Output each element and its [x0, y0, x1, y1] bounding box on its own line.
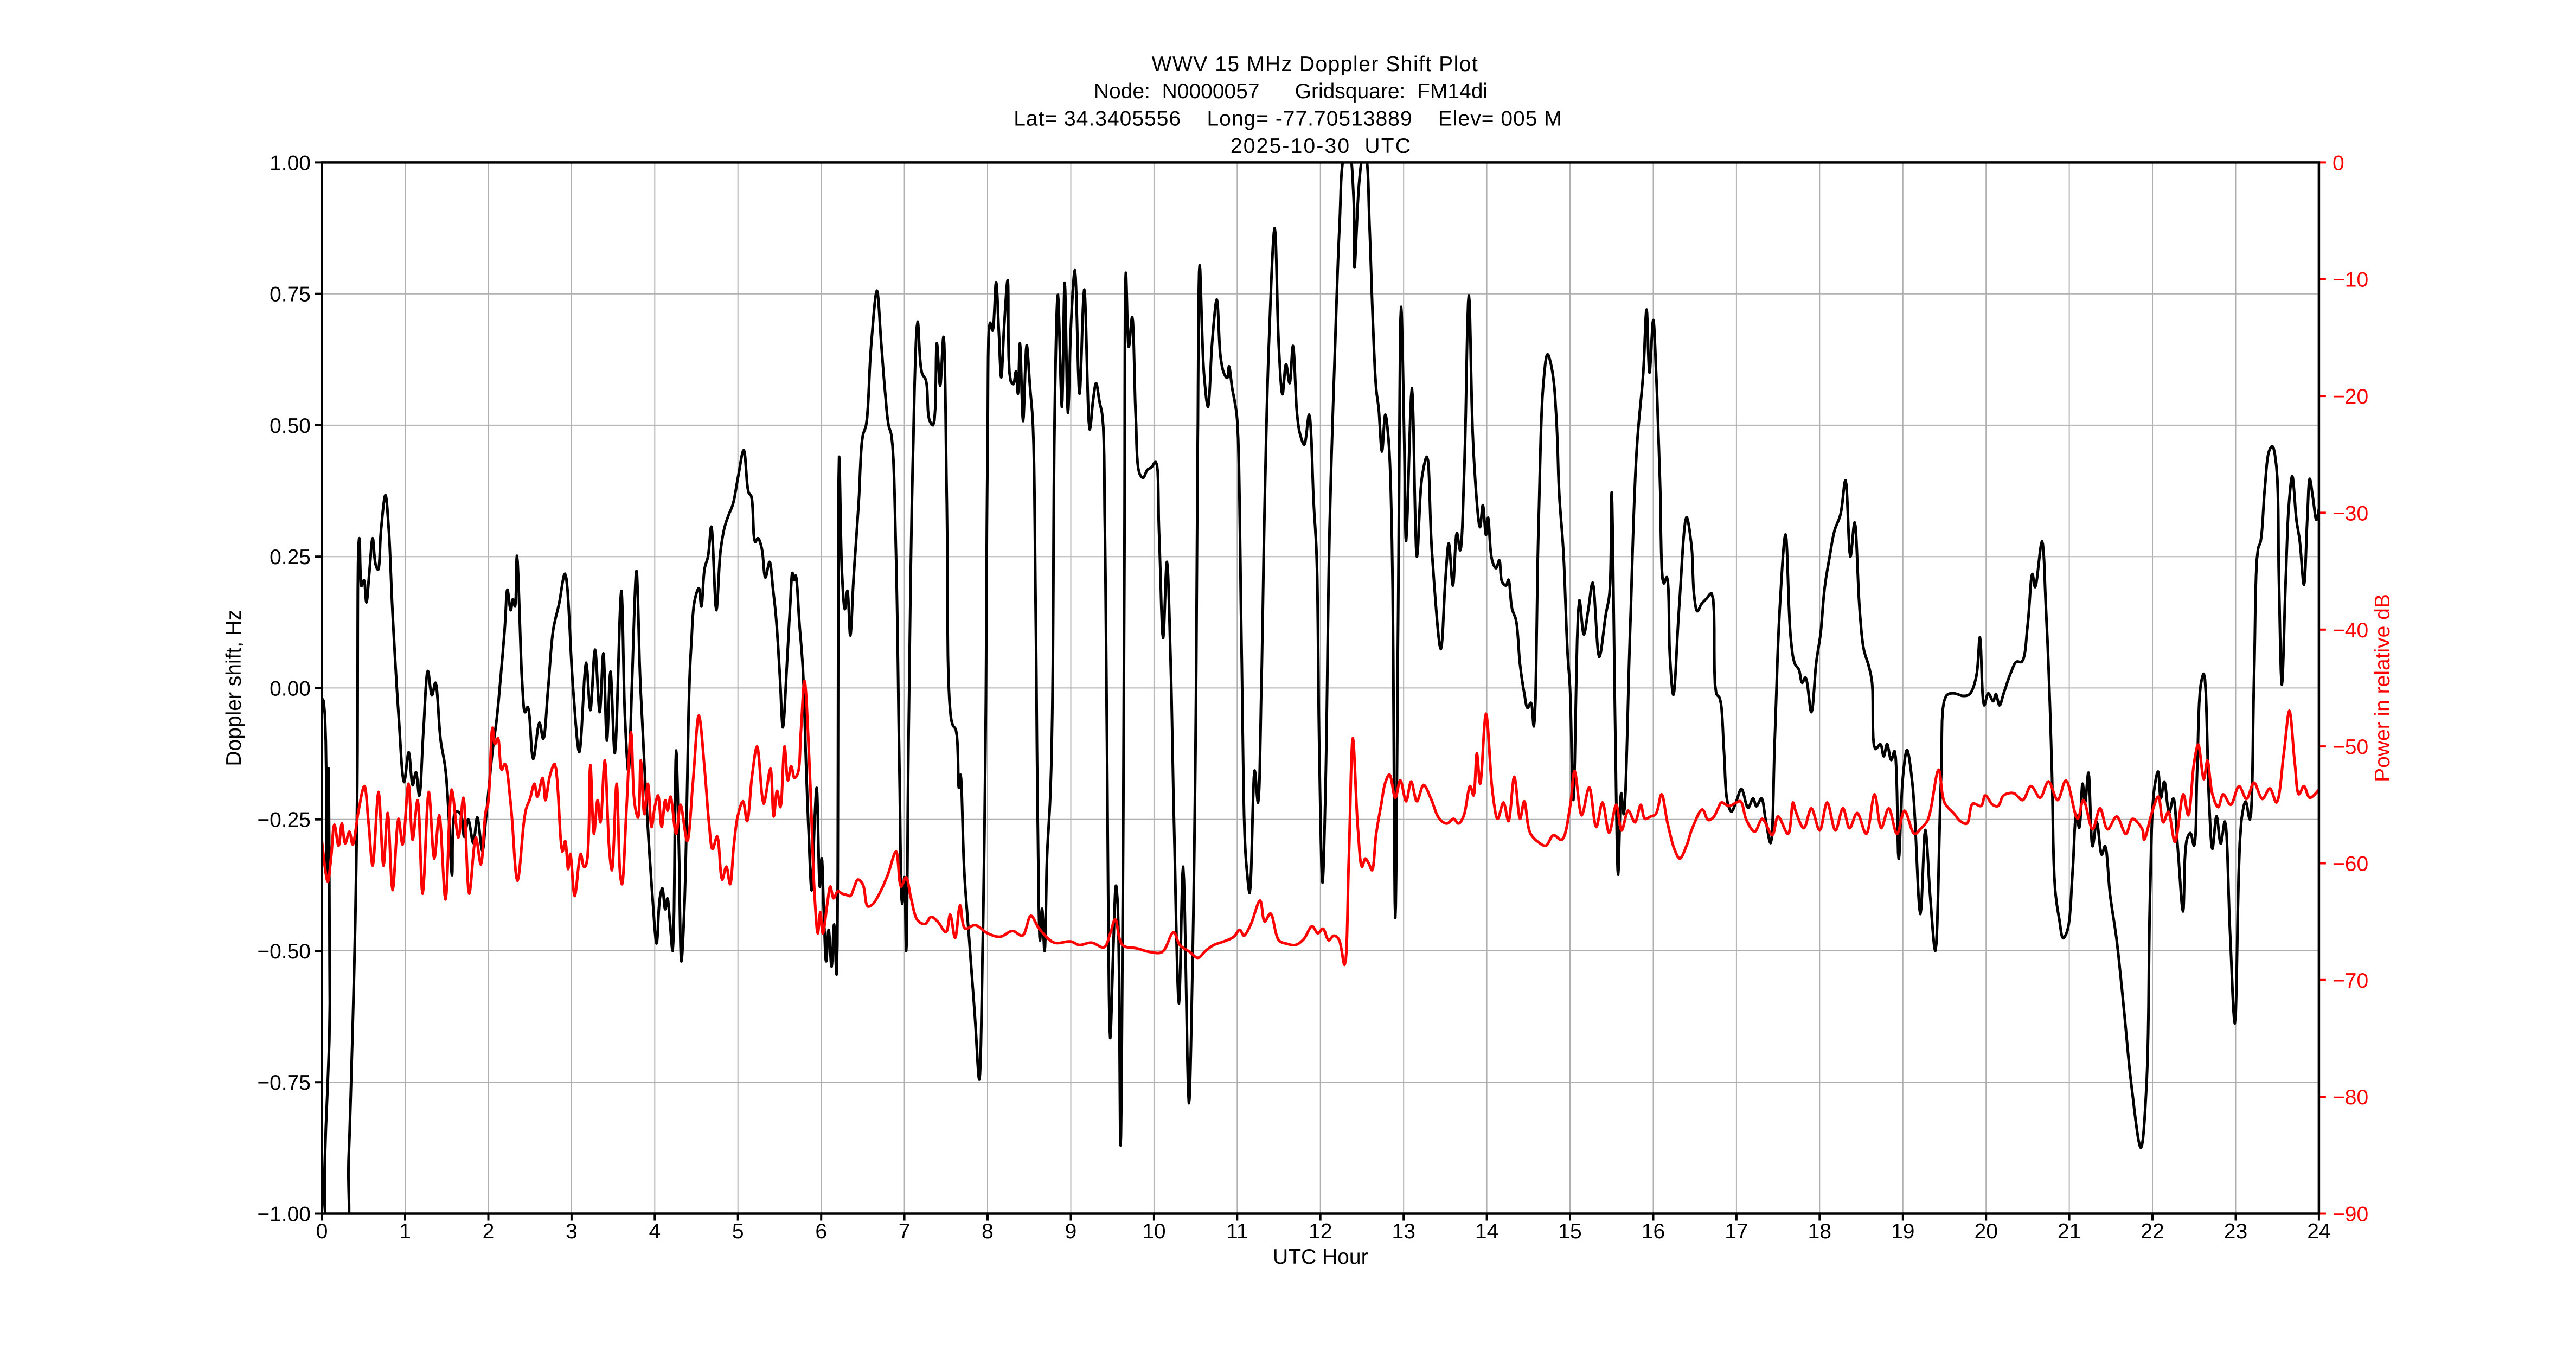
svg-text:−60: −60 [2333, 853, 2368, 876]
svg-text:17: 17 [1725, 1220, 1748, 1243]
svg-text:19: 19 [1891, 1220, 1914, 1243]
svg-text:24: 24 [2307, 1220, 2330, 1243]
svg-text:6: 6 [815, 1220, 827, 1243]
svg-text:18: 18 [1808, 1220, 1831, 1243]
svg-text:4: 4 [649, 1220, 661, 1243]
svg-text:−50: −50 [2333, 735, 2368, 759]
svg-text:11: 11 [1226, 1220, 1248, 1243]
svg-text:−1.00: −1.00 [257, 1203, 311, 1226]
svg-text:1: 1 [399, 1220, 411, 1243]
svg-text:WWV 15 MHz Doppler Shift Plot: WWV 15 MHz Doppler Shift Plot [1152, 53, 1479, 76]
svg-text:UTC Hour: UTC Hour [1273, 1245, 1368, 1269]
svg-text:10: 10 [1142, 1220, 1165, 1243]
svg-text:0: 0 [316, 1220, 328, 1243]
svg-text:20: 20 [1975, 1220, 1998, 1243]
svg-text:Node: N0000057 Gridsquar: Node: N0000057 Gridsquare: FM14di [1094, 80, 1488, 103]
svg-text:5: 5 [732, 1220, 744, 1243]
svg-text:15: 15 [1558, 1220, 1581, 1243]
svg-text:−0.50: −0.50 [257, 940, 311, 963]
svg-text:14: 14 [1475, 1220, 1498, 1243]
svg-text:0.25: 0.25 [270, 546, 311, 569]
svg-text:13: 13 [1392, 1220, 1415, 1243]
svg-text:8: 8 [982, 1220, 994, 1243]
svg-text:22: 22 [2141, 1220, 2164, 1243]
svg-text:3: 3 [566, 1220, 578, 1243]
svg-text:−70: −70 [2333, 969, 2368, 993]
svg-text:7: 7 [899, 1220, 911, 1243]
svg-text:−90: −90 [2333, 1203, 2368, 1226]
svg-text:Power in relative dB: Power in relative dB [2371, 594, 2394, 782]
svg-text:23: 23 [2224, 1220, 2247, 1243]
svg-text:0.75: 0.75 [270, 283, 311, 306]
svg-text:−10: −10 [2333, 268, 2368, 292]
svg-text:0.00: 0.00 [270, 677, 311, 700]
svg-text:0.50: 0.50 [270, 414, 311, 438]
svg-text:−40: −40 [2333, 619, 2368, 642]
svg-text:−30: −30 [2333, 502, 2368, 525]
svg-text:9: 9 [1065, 1220, 1077, 1243]
svg-text:2: 2 [483, 1220, 495, 1243]
svg-text:2025-10-30 UTC: 2025-10-30 UTC [1231, 135, 1412, 158]
svg-text:Lat= 34.3405556 Long= -77.7: Lat= 34.3405556 Long= -77.70513889 Elev=… [1014, 107, 1562, 131]
svg-text:0: 0 [2333, 151, 2344, 175]
svg-text:−0.75: −0.75 [257, 1071, 311, 1095]
svg-text:−80: −80 [2333, 1086, 2368, 1109]
svg-text:−20: −20 [2333, 385, 2368, 408]
svg-text:12: 12 [1309, 1220, 1332, 1243]
svg-text:1.00: 1.00 [270, 151, 311, 175]
svg-text:16: 16 [1642, 1220, 1665, 1243]
svg-text:Doppler shift, Hz: Doppler shift, Hz [222, 610, 246, 766]
svg-text:−0.25: −0.25 [257, 809, 311, 832]
svg-text:21: 21 [2058, 1220, 2081, 1243]
